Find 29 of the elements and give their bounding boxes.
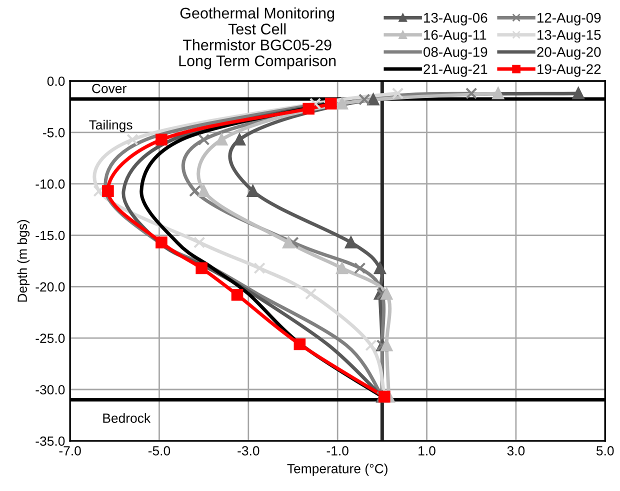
legend-label: 20-Aug-20 — [537, 47, 601, 60]
annotation: Cover — [92, 84, 126, 94]
legend-label: 12-Aug-09 — [538, 12, 601, 26]
legend-label: 21-Aug-21 — [424, 64, 488, 77]
annotation: Tailings — [89, 120, 132, 132]
legend-label: 13-Aug-15 — [538, 30, 601, 43]
y-axis-title: Depth (m bgs) — [17, 220, 30, 302]
y-tick-label: -25.0 — [36, 334, 65, 343]
x-tick-label: -5.0 — [148, 446, 170, 456]
legend-label: 08-Aug-19 — [424, 47, 488, 60]
chart-title: Geothermal Monitoring Test Cell Thermistor BGC05-29 Long Term Comparison — [179, 7, 336, 70]
y-tick-label: -35.0 — [36, 436, 65, 446]
x-axis-title: Temperature (°C) — [287, 464, 388, 476]
y-tick-label: -15.0 — [36, 230, 65, 240]
legend-label: 19-Aug-22 — [538, 64, 601, 77]
x-tick-label: -7.0 — [59, 446, 81, 456]
y-tick-label: -10.0 — [36, 179, 65, 189]
y-tick-label: 0.0 — [47, 76, 65, 86]
y-tick-label: -20.0 — [36, 282, 65, 292]
legend-label: 16-Aug-11 — [424, 30, 486, 43]
x-tick-label: 3.0 — [507, 446, 525, 456]
legend-label: 13-Aug-06 — [424, 12, 488, 26]
x-tick-label: -3.0 — [238, 446, 260, 456]
y-tick-label: -5.0 — [43, 128, 65, 138]
x-tick-label: 1.0 — [418, 446, 436, 456]
x-tick-label: -1.0 — [326, 446, 348, 456]
y-tick-label: -30.0 — [36, 385, 65, 394]
x-tick-label: 5.0 — [596, 446, 614, 456]
annotation: Bedrock — [103, 413, 151, 423]
